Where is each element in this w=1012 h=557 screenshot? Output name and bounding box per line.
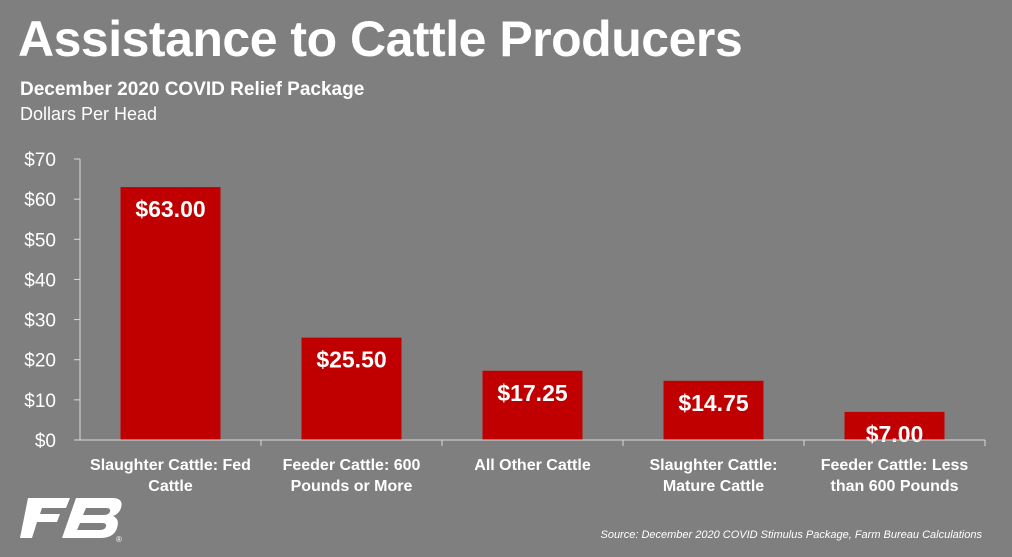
x-category-label: Cattle — [148, 478, 193, 495]
y-tick-label: $70 — [24, 150, 56, 171]
bar — [844, 411, 945, 440]
x-category-label: Pounds or More — [291, 478, 413, 495]
x-category-label: Slaughter Cattle: — [649, 457, 777, 474]
bar — [663, 380, 764, 440]
x-category-label: than 600 Pounds — [830, 478, 958, 495]
data-label: $63.00 — [135, 196, 205, 222]
y-tick-label: $30 — [24, 311, 56, 332]
y-tick-label: $10 — [24, 391, 56, 412]
y-tick-label: $0 — [35, 431, 56, 452]
x-category-label: Mature Cattle — [663, 478, 764, 495]
x-category-label: Feeder Cattle: Less — [821, 457, 969, 474]
y-tick-label: $60 — [24, 190, 56, 211]
data-label: $17.25 — [497, 380, 568, 406]
bar — [120, 187, 221, 440]
registered-mark: ® — [116, 535, 122, 544]
bar — [301, 337, 402, 440]
x-category-label: Slaughter Cattle: Fed — [90, 457, 251, 474]
farm-bureau-logo: ® — [20, 498, 122, 544]
x-category-label: All Other Cattle — [474, 457, 591, 474]
chart-title: Assistance to Cattle Producers — [18, 11, 743, 67]
chart-subtitle: December 2020 COVID Relief Package — [20, 79, 365, 100]
source-note: Source: December 2020 COVID Stimulus Pac… — [600, 529, 982, 541]
y-tick-label: $40 — [24, 270, 56, 291]
data-label: $25.50 — [316, 347, 386, 373]
unit-label: Dollars Per Head — [20, 104, 158, 124]
bar — [482, 370, 583, 440]
x-category-label: Feeder Cattle: 600 — [283, 457, 421, 474]
data-label: $14.75 — [678, 390, 749, 416]
y-tick-label: $50 — [24, 230, 56, 251]
y-tick-label: $20 — [24, 351, 56, 372]
data-label: $7.00 — [866, 421, 924, 447]
